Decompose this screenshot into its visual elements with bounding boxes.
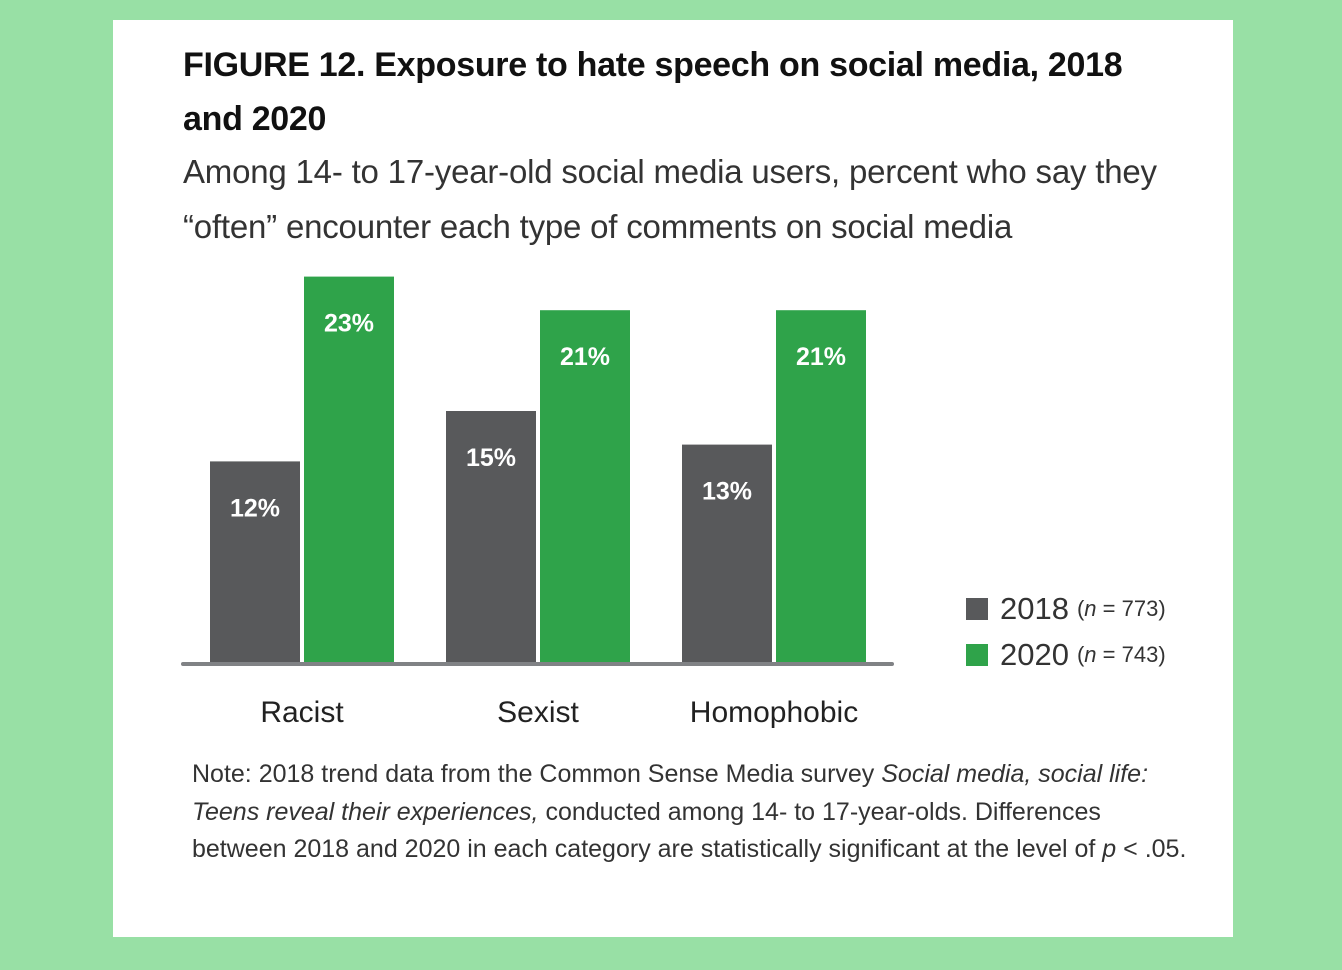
bar-homophobic-2020	[776, 310, 866, 663]
legend-item-2020: 2020 (n = 743)	[966, 632, 1166, 678]
value-label: 13%	[702, 478, 752, 506]
value-labels-group: 12% 23% 15% 21% 13% 21%	[230, 310, 846, 523]
legend-swatch-2020	[966, 644, 988, 666]
bar-racist-2018	[210, 461, 300, 663]
figure-subtitle: Among 14- to 17-year-old social media us…	[183, 153, 1157, 245]
value-label: 21%	[560, 343, 610, 371]
bar-homophobic-2018	[682, 444, 772, 663]
category-label: Sexist	[497, 696, 579, 729]
bars-group	[210, 276, 866, 663]
bar-chart: 12% 23% 15% 21% 13% 21% Racist Sexist Homophobi…	[181, 276, 894, 729]
legend-sample-size: (n = 773)	[1076, 596, 1166, 621]
category-labels-group: Racist Sexist Homophobic	[260, 696, 858, 729]
figure-card: FIGURE 12. Exposure to hate speech on so…	[113, 20, 1233, 937]
legend-year: 2018	[1000, 591, 1069, 626]
legend-swatch-2018	[966, 598, 988, 620]
legend-item-2018: 2018 (n = 773)	[966, 586, 1166, 632]
bar-racist-2020	[304, 276, 394, 663]
value-label: 12%	[230, 494, 280, 522]
figure-title: FIGURE 12. Exposure to hate speech on so…	[183, 46, 1123, 138]
bar-sexist-2018	[446, 411, 536, 663]
category-label: Homophobic	[690, 696, 858, 729]
legend: 2018 (n = 773) 2020 (n = 743)	[966, 586, 1166, 678]
figure-note: Note: 2018 trend data from the Common Se…	[192, 760, 1187, 863]
value-label: 15%	[466, 444, 516, 472]
value-label: 21%	[796, 343, 846, 371]
legend-sample-size: (n = 743)	[1076, 642, 1166, 667]
category-label: Racist	[260, 696, 344, 729]
legend-year: 2020	[1000, 637, 1069, 672]
value-label: 23%	[324, 310, 374, 338]
bar-sexist-2020	[540, 310, 630, 663]
